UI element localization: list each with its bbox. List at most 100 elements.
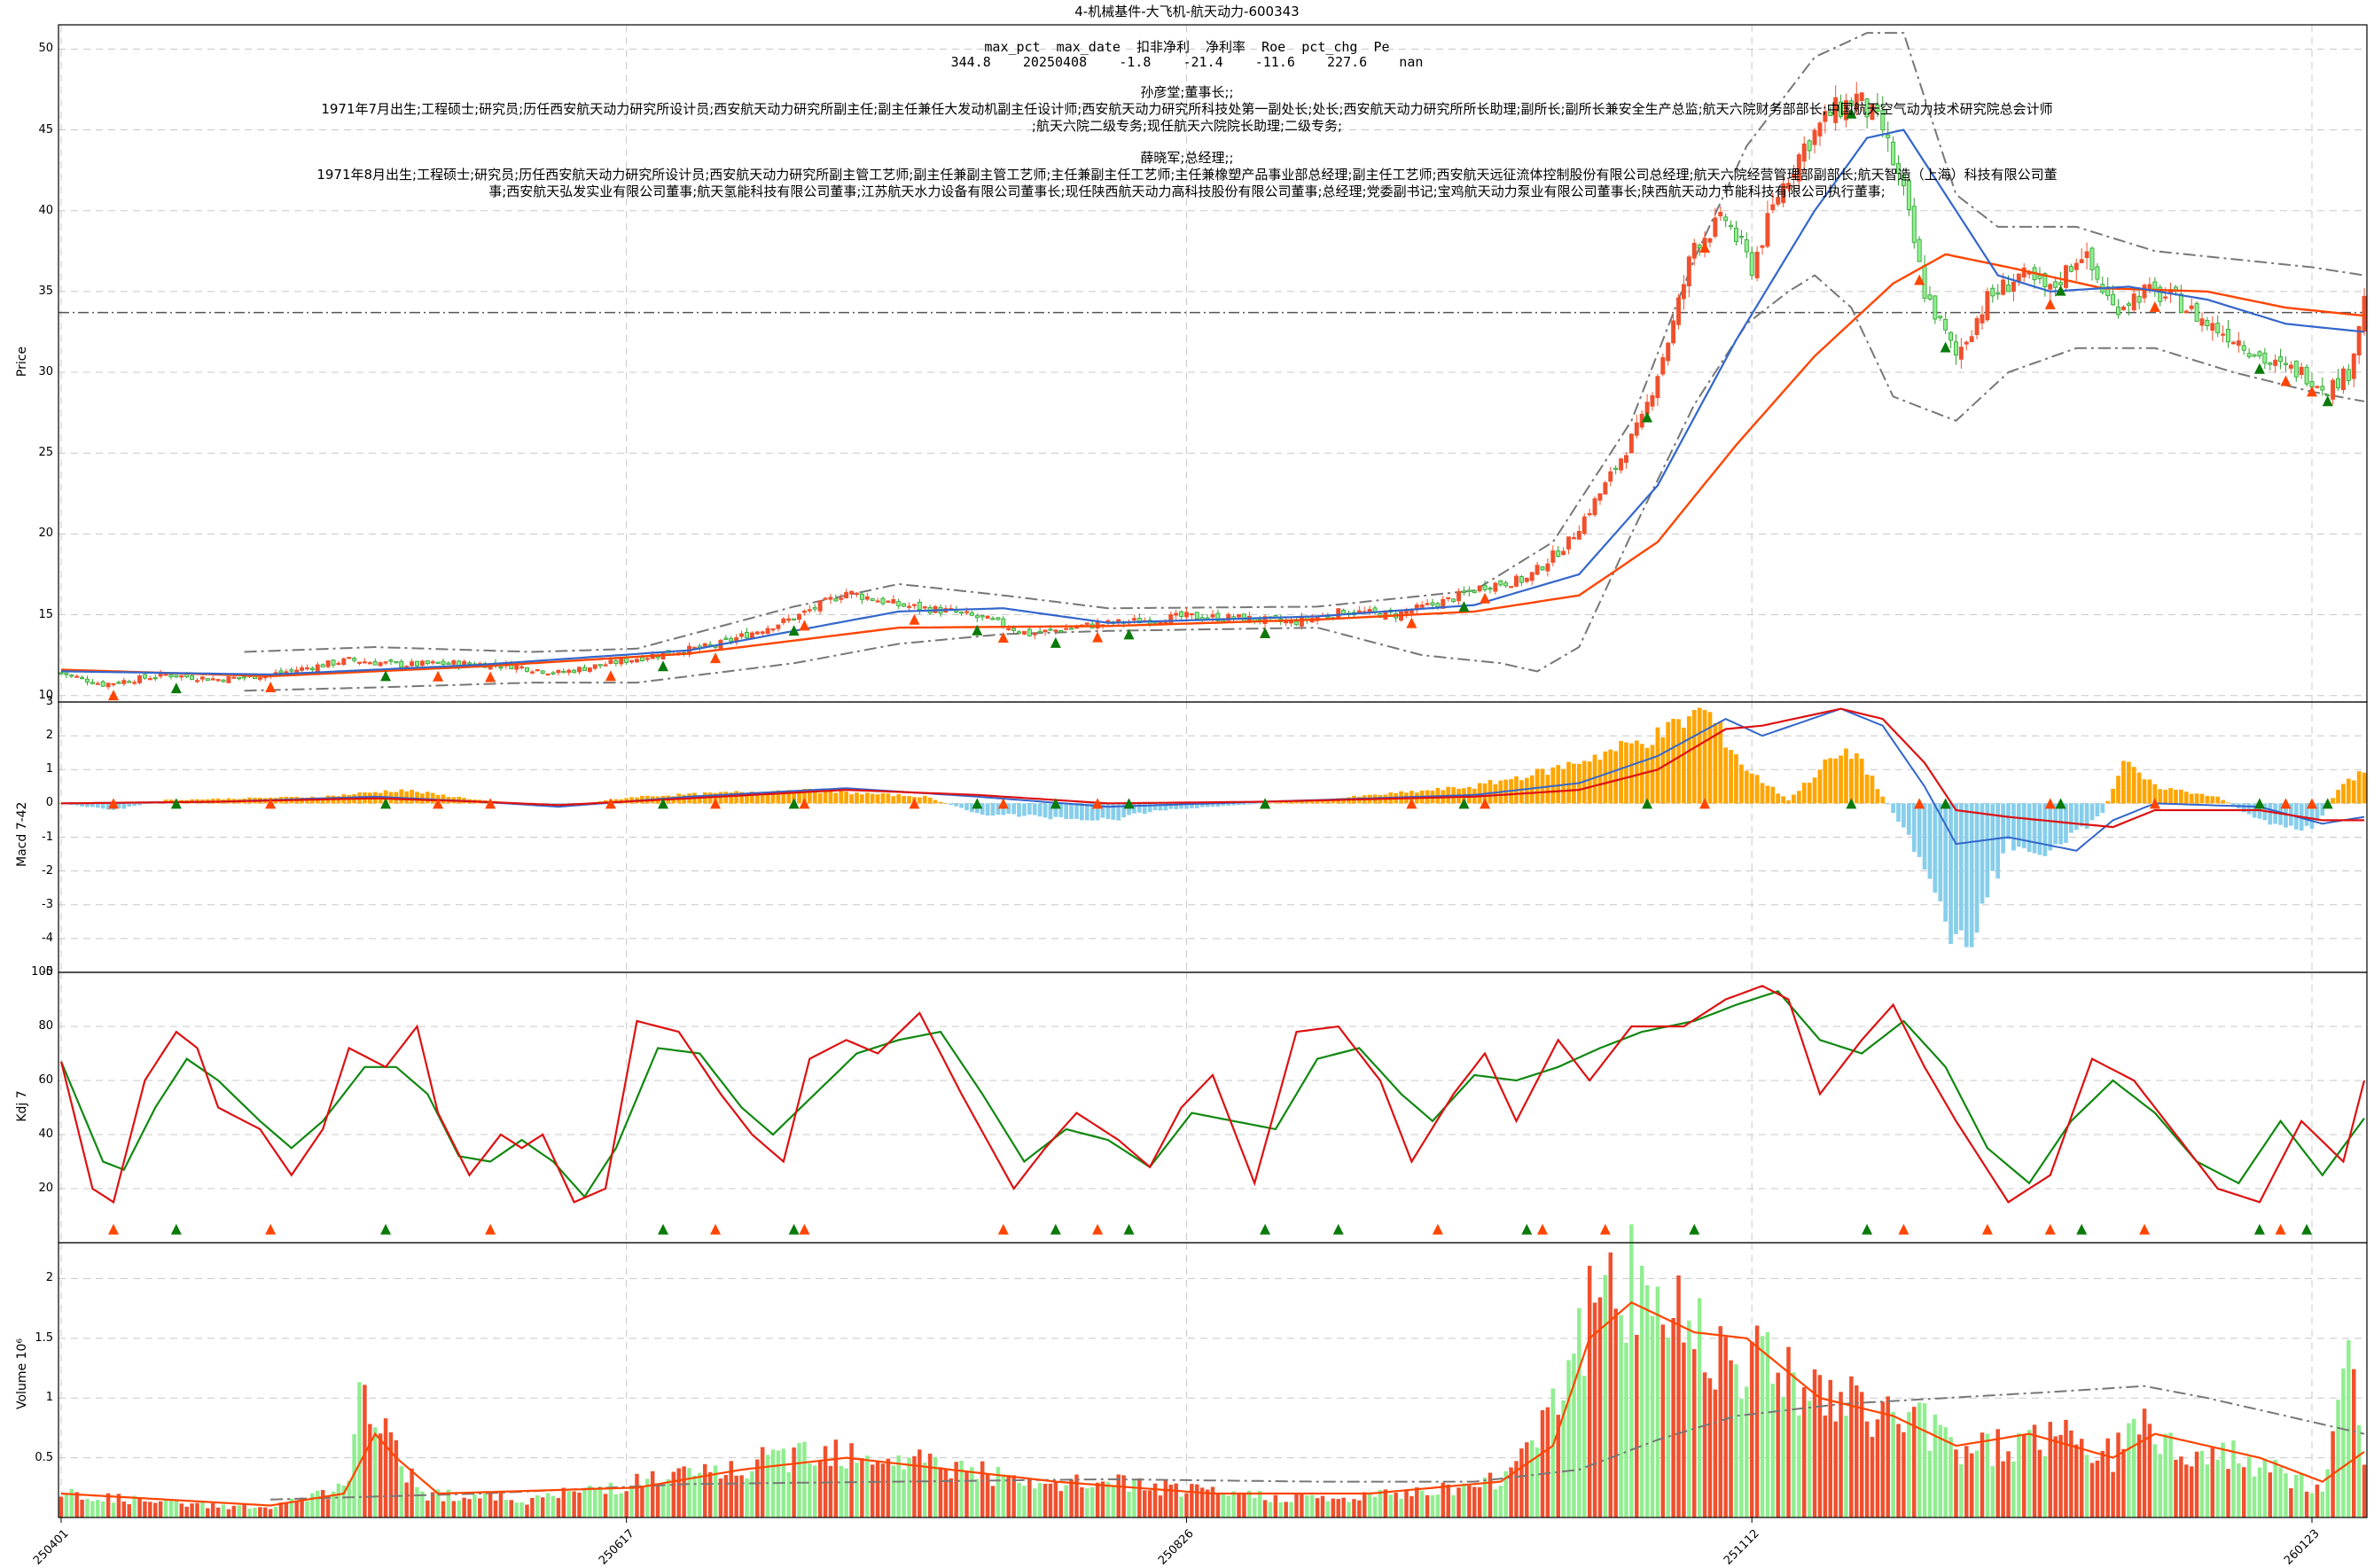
candle-body <box>357 661 362 664</box>
volume-bar <box>1864 1421 1870 1517</box>
candle-body <box>430 661 435 664</box>
volume-bar <box>671 1471 676 1517</box>
price-ma-slow-line <box>60 253 2365 678</box>
kdj-y-tick-label: 100 <box>31 965 53 979</box>
volume-bar <box>2136 1434 2142 1517</box>
macd-histogram-bar <box>1833 758 1839 804</box>
macd-sell-marker <box>1123 798 1135 809</box>
macd-histogram-bar <box>59 803 64 804</box>
macd-histogram-bar <box>1906 803 1911 835</box>
candle-body <box>1985 291 1990 321</box>
price-axis-label: Price <box>15 346 29 378</box>
macd-histogram-bar <box>2032 803 2037 854</box>
volume-bar <box>2084 1455 2089 1517</box>
macd-histogram-bar <box>1163 803 1168 811</box>
volume-bar <box>69 1488 74 1517</box>
candle-body <box>1891 142 1896 166</box>
macd-histogram-bar <box>2320 803 2325 816</box>
macd-histogram-bar <box>2246 803 2252 815</box>
kdj-sell-marker <box>1862 1223 1873 1235</box>
price-y-tick-label: 40 <box>38 203 53 217</box>
volume-bar <box>2284 1473 2288 1517</box>
macd-histogram-bar <box>1839 755 1843 804</box>
macd-histogram-bar <box>1064 803 1069 820</box>
candle-body <box>2210 323 2215 332</box>
candle-body <box>839 597 844 600</box>
candle-body <box>2053 281 2058 288</box>
volume-bar <box>1697 1298 1702 1517</box>
volume-bar <box>2017 1433 2021 1517</box>
macd-sell-marker <box>658 798 668 809</box>
macd-histogram-bar <box>1644 747 1650 804</box>
candle-body <box>1194 612 1199 620</box>
volume-bar <box>320 1490 325 1517</box>
candle-body <box>770 628 776 631</box>
macd-histogram-bar <box>2183 792 2189 804</box>
volume-bar <box>2226 1469 2230 1517</box>
candle-body <box>1037 630 1043 634</box>
volume-bar <box>2356 1424 2362 1517</box>
candle-body <box>362 661 367 664</box>
macd-histogram-bar <box>415 792 419 804</box>
kdj-buy-marker <box>265 1223 277 1235</box>
macd-histogram-bar <box>2126 761 2131 804</box>
candle-body <box>959 612 964 614</box>
volume-bar <box>2215 1459 2220 1517</box>
volume-bar <box>765 1455 770 1517</box>
macd-histogram-bar <box>1718 721 1723 804</box>
candle-body <box>2006 285 2011 293</box>
macd-histogram-bar <box>1331 799 1336 804</box>
macd-histogram-bar <box>1807 782 1812 804</box>
volume-bar <box>1262 1500 1268 1517</box>
volume-bar <box>572 1491 576 1517</box>
candle-body <box>1723 216 1729 222</box>
volume-bar <box>509 1500 514 1517</box>
kdj-sell-marker <box>2301 1223 2313 1235</box>
macd-buy-marker <box>1092 798 1104 809</box>
volume-bar <box>190 1503 194 1517</box>
volume-bar <box>1404 1489 1409 1517</box>
volume-bar <box>2241 1467 2246 1517</box>
price-y-tick-label: 20 <box>38 527 53 541</box>
macd-histogram-bar <box>1744 770 1749 804</box>
candle-body <box>765 628 770 635</box>
macd-histogram-bar <box>1938 803 1943 901</box>
volume-bar <box>1613 1308 1618 1517</box>
volume-bar <box>1619 1314 1623 1517</box>
macd-histogram-bar <box>2084 803 2089 829</box>
candle-body <box>1650 394 1655 407</box>
macd-histogram-bar <box>1980 803 1985 904</box>
volume-bar <box>206 1508 210 1517</box>
volume-y-tick-label: 1 <box>45 1391 53 1405</box>
volume-bar <box>1629 1224 1634 1517</box>
candle-body <box>2064 265 2068 288</box>
candle-body <box>1509 586 1514 589</box>
candle-body <box>812 607 817 610</box>
macd-histogram-bar <box>2095 803 2100 817</box>
candle-body <box>1859 92 1864 102</box>
macd-histogram-bar <box>1184 803 1189 809</box>
macd-histogram-bar <box>1032 803 1037 815</box>
volume-bar <box>242 1504 246 1517</box>
volume-bar <box>1550 1388 1556 1517</box>
macd-histogram-bar <box>2241 803 2246 813</box>
macd-histogram-bar <box>792 792 796 804</box>
volume-bar <box>1053 1482 1058 1517</box>
macd-histogram-bar <box>1121 803 1126 818</box>
candle-body <box>582 667 587 672</box>
volume-bar <box>1718 1326 1723 1517</box>
kdj-buy-marker <box>2275 1223 2286 1235</box>
candle-body <box>2079 259 2084 263</box>
volume-bar <box>1043 1483 1048 1517</box>
candle-body <box>896 601 902 606</box>
volume-bar <box>535 1494 540 1517</box>
price-buy-marker <box>1092 631 1104 643</box>
macd-histogram-bar <box>2309 803 2315 829</box>
volume-bar <box>1132 1480 1136 1517</box>
volume-bar <box>912 1455 917 1517</box>
price-sell-marker <box>658 660 668 672</box>
volume-bar <box>1792 1372 1796 1517</box>
volume-bar <box>1587 1266 1592 1517</box>
kdj-buy-marker <box>1981 1223 1993 1235</box>
